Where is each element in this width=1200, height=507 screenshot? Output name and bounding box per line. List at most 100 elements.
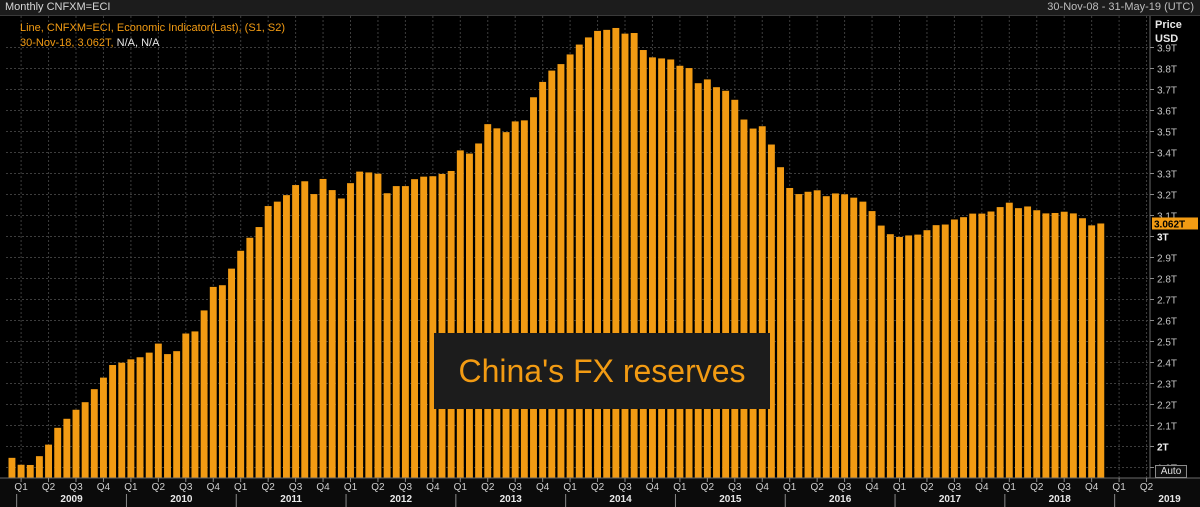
bar-2011-08 xyxy=(301,181,309,478)
bar-2016-04 xyxy=(813,190,821,479)
bar-2009-10 xyxy=(100,377,107,478)
bar-2015-02 xyxy=(685,68,693,478)
bar-2015-05 xyxy=(713,87,720,478)
bar-2011-12 xyxy=(337,198,345,479)
bar-2014-01 xyxy=(566,54,574,479)
bar-2012-02 xyxy=(356,171,364,479)
instrument-title: Monthly CNFXM=ECI xyxy=(5,1,111,13)
quarter-tick-label: Q2 xyxy=(481,482,495,493)
bar-2018-01 xyxy=(1005,202,1013,478)
bar-2014-12 xyxy=(667,59,675,478)
quarter-tick-label: Q4 xyxy=(1085,482,1099,493)
quarter-tick-label: Q3 xyxy=(69,482,83,493)
bar-2018-03 xyxy=(1024,206,1032,478)
bar-2010-05 xyxy=(164,354,171,478)
bar-2017-05 xyxy=(932,225,940,478)
quarter-tick-label: Q3 xyxy=(838,482,852,493)
bar-2018-05 xyxy=(1042,213,1050,478)
bar-2012-10 xyxy=(429,176,437,479)
quarter-tick-label: Q1 xyxy=(14,482,28,493)
bar-2009-01 xyxy=(17,464,25,478)
bar-2016-11 xyxy=(877,225,885,478)
bar-2015-08 xyxy=(740,119,748,478)
bar-2014-05 xyxy=(603,29,611,479)
y-tick-label: 2.2T xyxy=(1157,401,1177,412)
y-tick-label: 3.7T xyxy=(1157,86,1177,97)
bar-2016-06 xyxy=(832,193,839,478)
bar-2012-09 xyxy=(420,176,428,478)
bar-series xyxy=(8,27,1105,479)
last-value-tag-label: 3.062T xyxy=(1154,219,1185,230)
quarter-tick-label: Q4 xyxy=(865,482,879,493)
quarter-tick-label: Q4 xyxy=(756,482,770,493)
bar-2018-10 xyxy=(1088,225,1096,478)
y-tick-label: 2.6T xyxy=(1157,317,1177,328)
bar-2011-03 xyxy=(255,227,263,478)
bar-2009-09 xyxy=(90,389,98,478)
last-value-tag xyxy=(1152,217,1198,230)
bar-2009-12 xyxy=(118,362,126,478)
bar-2011-01 xyxy=(237,250,245,478)
auto-scale-button[interactable]: Auto xyxy=(1155,465,1187,478)
price-axis[interactable]: PriceUSD1.9T2T2.1T2.2T2.3T2.4T2.5T2.6T2.… xyxy=(1149,16,1200,478)
bar-2018-09 xyxy=(1079,218,1086,479)
bar-2013-08 xyxy=(520,120,528,479)
bar-2013-11 xyxy=(548,70,556,478)
bar-2010-12 xyxy=(228,268,235,478)
bar-2013-03 xyxy=(475,143,483,478)
bar-2013-09 xyxy=(530,97,537,479)
bar-2018-07 xyxy=(1060,211,1068,478)
bar-2012-03 xyxy=(365,172,373,478)
y-tick-label: 2.7T xyxy=(1157,296,1177,307)
bar-2017-06 xyxy=(941,224,949,478)
title-bar: Monthly CNFXM=ECI 30-Nov-08 - 31-May-19 … xyxy=(0,0,1200,16)
bar-2015-07 xyxy=(731,99,739,478)
quarter-tick-label: Q3 xyxy=(728,482,742,493)
bar-2011-11 xyxy=(328,190,336,478)
bar-2018-06 xyxy=(1051,212,1059,479)
quarter-tick-label: Q4 xyxy=(316,482,330,493)
bar-2009-02 xyxy=(26,464,34,478)
bar-2012-07 xyxy=(401,186,409,478)
y-tick-label: 3.3T xyxy=(1157,170,1177,181)
year-label: 2015 xyxy=(719,494,742,505)
bar-2018-04 xyxy=(1033,210,1041,478)
bar-2012-04 xyxy=(374,173,382,478)
bar-2013-12 xyxy=(557,64,565,478)
bar-2011-07 xyxy=(292,185,300,479)
quarter-tick-label: Q1 xyxy=(124,482,138,493)
y-tick-label: 3.8T xyxy=(1157,65,1177,76)
y-tick-label: 3.6T xyxy=(1157,107,1177,118)
y-tick-label: 2.9T xyxy=(1157,254,1177,265)
y-tick-label: 3.1T xyxy=(1157,212,1177,223)
time-axis[interactable]: Q1 Q2 Q3 Q4 Q1 Q2 Q3 Q4 Q1 Q2 Q3 Q4 Q1 Q2 Q3 Q4 Q1 Q2 Q3 Q4… xyxy=(0,477,1200,507)
bar-2014-07 xyxy=(621,33,629,478)
bar-2012-12 xyxy=(447,170,455,479)
quarter-tick-label: Q4 xyxy=(536,482,550,493)
bar-2010-04 xyxy=(154,343,162,478)
quarter-tick-label: Q1 xyxy=(893,482,907,493)
quarter-tick-label: Q3 xyxy=(179,482,193,493)
bar-2017-11 xyxy=(987,211,995,478)
bar-2018-02 xyxy=(1015,208,1022,478)
bar-2014-02 xyxy=(575,44,583,479)
quarter-tick-label: Q4 xyxy=(207,482,221,493)
bar-2009-06 xyxy=(63,418,71,478)
quarter-tick-label: Q2 xyxy=(261,482,275,493)
quarter-tick-label: Q3 xyxy=(289,482,303,493)
bar-2017-10 xyxy=(978,213,986,479)
bar-2010-09 xyxy=(200,310,208,478)
time-axis-panel xyxy=(0,478,1200,507)
bar-2009-05 xyxy=(54,427,62,478)
bar-2013-06 xyxy=(502,132,510,478)
bar-2015-12 xyxy=(777,167,784,478)
bar-2010-01 xyxy=(127,359,135,478)
bar-2017-02 xyxy=(905,235,913,478)
quarter-tick-label: Q2 xyxy=(1140,482,1154,493)
bar-2008-12 xyxy=(8,457,16,478)
price-axis-panel xyxy=(1150,16,1200,478)
bar-2010-08 xyxy=(191,331,199,478)
bar-2012-05 xyxy=(383,193,391,479)
bar-2009-03 xyxy=(35,456,43,478)
